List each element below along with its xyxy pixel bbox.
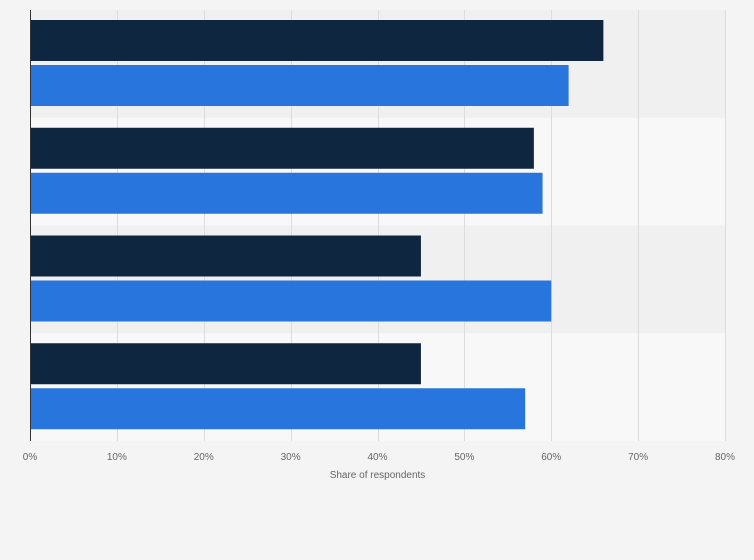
- x-axis-title: Share of respondents: [330, 470, 426, 481]
- x-tick-label: 80%: [715, 452, 735, 463]
- x-tick-label: 70%: [628, 452, 648, 463]
- bar-series-2: [30, 280, 552, 322]
- x-tick-label: 10%: [107, 452, 127, 463]
- x-tick-label: 50%: [454, 452, 474, 463]
- bar-series-2: [30, 388, 526, 430]
- bar-series-1: [30, 343, 421, 385]
- bar-series-2: [30, 172, 543, 214]
- x-tick-label: 0%: [23, 452, 38, 463]
- bar-series-1: [30, 235, 421, 277]
- x-tick-label: 30%: [281, 452, 301, 463]
- x-tick-label: 60%: [541, 452, 561, 463]
- bar-series-2: [30, 65, 569, 106]
- x-tick-label: 20%: [194, 452, 214, 463]
- x-tick-label: 40%: [367, 452, 387, 463]
- bars: [30, 20, 604, 430]
- x-axis-ticks: 0% 10% 20% 30% 40% 50% 60% 70% 80%: [23, 452, 735, 463]
- bar-series-1: [30, 127, 534, 169]
- bar-series-1: [30, 20, 604, 61]
